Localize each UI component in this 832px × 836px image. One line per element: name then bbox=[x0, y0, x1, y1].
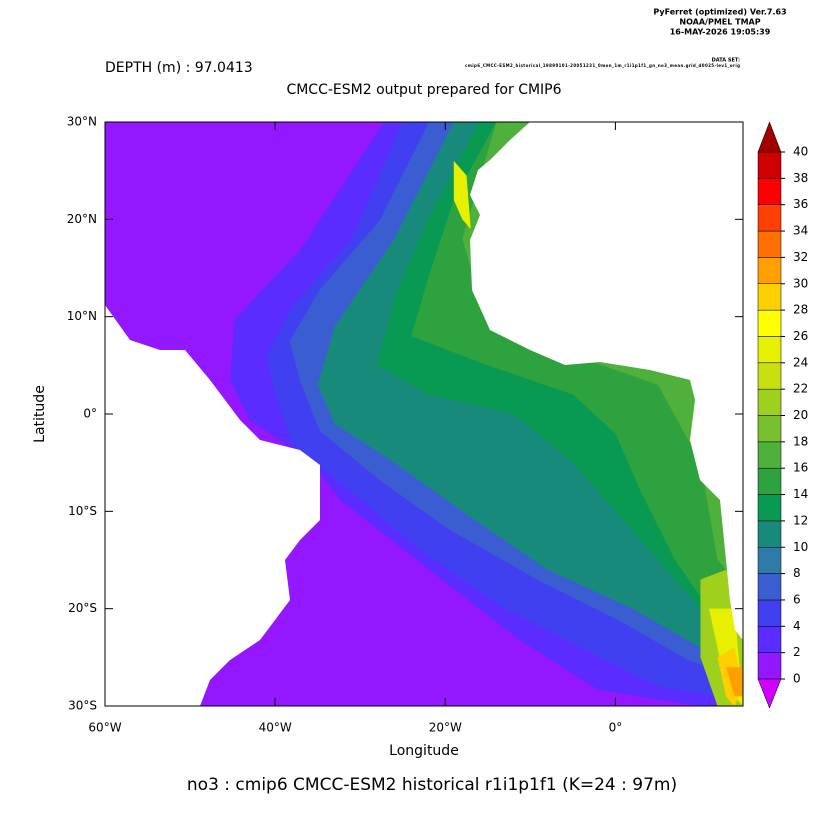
colorbar-bin bbox=[757, 626, 782, 653]
africa bbox=[470, 122, 743, 640]
colorbar-over bbox=[757, 121, 782, 153]
colorbar-bin bbox=[757, 178, 782, 205]
south-america bbox=[105, 305, 320, 706]
colorbar-bin bbox=[757, 257, 782, 284]
colorbar-label: 24 bbox=[793, 355, 808, 369]
y-tick-label: 10°S bbox=[68, 504, 97, 518]
colorbar-label: 22 bbox=[793, 382, 808, 396]
colorbar-label: 10 bbox=[793, 540, 808, 554]
colorbar-bin bbox=[757, 599, 782, 627]
colorbar-label: 6 bbox=[793, 592, 801, 606]
footer: no3 : cmip6 CMCC-ESM2 historical r1i1p1f… bbox=[187, 775, 677, 795]
x-tick-label: 40°W bbox=[259, 721, 292, 735]
axes: 60°W 40°W 20°W 0° 30°N 20°N 10°N 0° 10°S 20°S 30°S bbox=[67, 115, 743, 735]
colorbar-label: 8 bbox=[793, 566, 801, 580]
colorbar-bin bbox=[757, 388, 782, 416]
colorbar-bin bbox=[757, 573, 782, 601]
y-axis-label: Latitude bbox=[32, 385, 48, 443]
subtitle: CMCC-ESM2 output prepared for CMIP6 bbox=[286, 82, 561, 98]
colorbar-bin bbox=[757, 415, 782, 443]
title: DEPTH (m) : 97.0413 bbox=[105, 60, 253, 76]
y-tick-label: 30°S bbox=[68, 699, 97, 713]
date-label: 16-MAY-2026 19:05:39 bbox=[670, 28, 771, 37]
colorbar-label: 14 bbox=[793, 487, 808, 501]
colorbar-bin bbox=[757, 204, 782, 232]
x-tick-label: 0° bbox=[609, 721, 623, 735]
colorbar-label: 12 bbox=[793, 513, 808, 527]
y-tick-label: 0° bbox=[83, 407, 97, 421]
colorbar-bin bbox=[757, 652, 782, 680]
colorbar-label: 20 bbox=[793, 408, 808, 422]
colorbar-under bbox=[757, 678, 782, 709]
colorbar-bin bbox=[757, 309, 782, 337]
colorbar-label: 32 bbox=[793, 250, 808, 264]
colorbar-label: 26 bbox=[793, 329, 808, 343]
colorbar-label: 0 bbox=[793, 672, 801, 686]
software-label: PyFerret (optimized) Ver.7.63 bbox=[653, 8, 786, 17]
y-tick-label: 20°N bbox=[67, 212, 97, 226]
colorbar-label: 34 bbox=[793, 224, 808, 238]
colorbar-bin bbox=[757, 547, 782, 574]
colorbar-label: 40 bbox=[793, 145, 808, 159]
land bbox=[105, 122, 743, 706]
colorbar-label: 16 bbox=[793, 461, 808, 475]
colorbar-bin bbox=[757, 467, 782, 495]
colorbar-label: 36 bbox=[793, 197, 808, 211]
colorbar-label: 18 bbox=[793, 434, 808, 448]
colorbar-bin bbox=[757, 230, 782, 258]
colorbar-label: 28 bbox=[793, 303, 808, 317]
colorbar-bin bbox=[757, 151, 782, 179]
colorbar-label: 4 bbox=[793, 619, 801, 633]
colorbar-bin bbox=[757, 520, 782, 548]
nitrate-region bbox=[453, 160, 471, 230]
colorbar-label: 38 bbox=[793, 171, 808, 185]
y-tick-label: 30°N bbox=[67, 115, 97, 129]
colorbar-bin bbox=[757, 494, 782, 522]
colorbar-bin bbox=[757, 362, 782, 390]
x-tick-label: 60°W bbox=[88, 721, 121, 735]
colorbar-bin bbox=[757, 441, 782, 469]
colorbar-label: 30 bbox=[793, 276, 808, 290]
colorbar-label: 2 bbox=[793, 645, 801, 659]
colorbar-bin bbox=[757, 283, 782, 311]
x-tick-label: 20°W bbox=[429, 721, 462, 735]
dataset-label: DATA SET: bbox=[712, 58, 740, 64]
dataset-name: cmip6_CMCC-ESM2_historical_19890101-2005… bbox=[465, 63, 740, 68]
nitrate-region bbox=[725, 667, 743, 697]
x-axis-label: Longitude bbox=[389, 743, 459, 759]
y-tick-label: 20°S bbox=[68, 601, 97, 615]
org-label: NOAA/PMEL TMAP bbox=[679, 18, 760, 27]
colorbar-bin bbox=[757, 336, 782, 364]
y-tick-label: 10°N bbox=[67, 309, 97, 323]
